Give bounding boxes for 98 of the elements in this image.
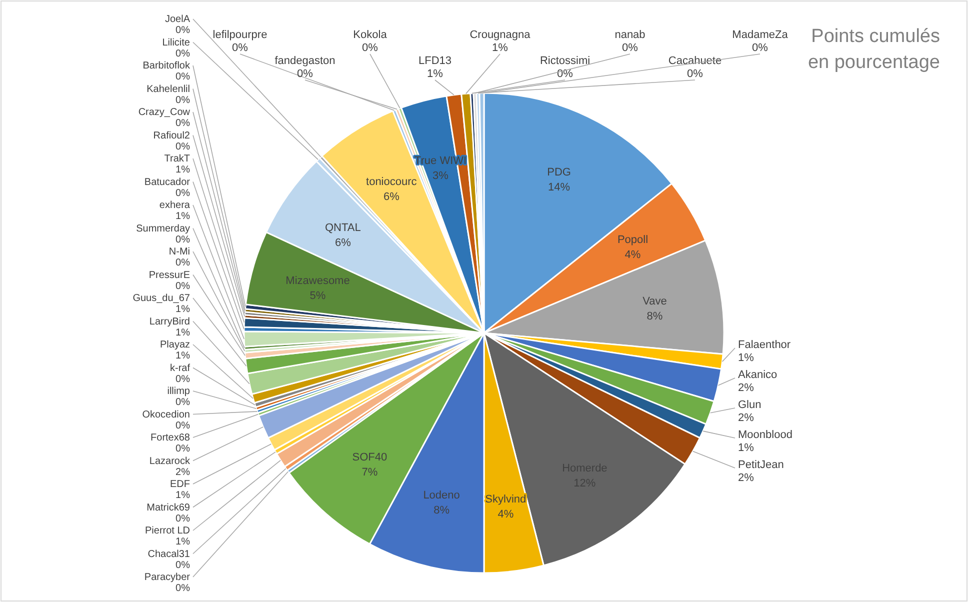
slice-label: k-raf [170,362,190,374]
slice-label: EDF [170,479,190,490]
slice-label: Chacal31 [148,548,190,560]
slice-label: Moonblood [738,429,792,441]
slice-label: Kahelenlil [146,84,190,95]
slice-label: Skylvind [485,493,526,506]
data-label: 0% [176,420,190,432]
slice-label: JoelA [164,14,190,25]
data-label: 0% [176,397,190,408]
slice-label: Matrick69 [146,502,190,514]
slice-label: Paracyber [144,572,191,583]
slice-label: PressurE [148,270,190,281]
slice-label: nanab [614,29,646,41]
data-label: 0% [176,94,190,106]
data-label: 0% [176,583,190,594]
data-label: 1% [176,164,190,176]
data-label: 0% [176,234,190,246]
slice-label: toniocourc [366,176,418,188]
data-label: 0% [176,141,190,152]
data-label: 6% [383,191,400,204]
data-label: 1% [176,327,190,338]
data-label: 1% [738,442,754,454]
slice-label: Crazy_Cow [138,107,191,118]
data-label: 7% [362,466,378,479]
data-label: 1% [427,68,444,80]
data-label: 6% [334,237,352,250]
slice-label: Vave [642,296,667,308]
data-label: 4% [624,249,641,262]
data-label: 1% [176,304,190,315]
slice-label: LarryBird [149,316,190,328]
slice-label: Rictossimi [540,55,590,67]
slice-label: Crougnagna [470,29,532,41]
data-label: 1% [176,490,190,501]
data-label: 2% [176,466,190,478]
slice-label: Lilicite [162,37,190,48]
slice-label: Summerday [136,223,190,234]
data-label: 0% [176,560,190,571]
slice-label: Guus_du_67 [132,293,190,304]
data-label: 3% [432,170,449,182]
slice-label: PetitJean [738,459,784,471]
slice-label: exhera [159,200,190,211]
data-label: 0% [176,188,190,199]
data-label: 0% [297,68,314,80]
slice-label: Lazarock [149,456,191,467]
data-label: 0% [176,258,190,268]
slice-label: Kokola [353,29,388,41]
slice-label: Falaenthor [738,339,791,351]
data-label: 0% [176,72,190,82]
data-label: 0% [176,280,190,292]
slice-label: illimp [167,386,190,397]
data-label: 0% [687,68,704,80]
data-label: 0% [176,25,190,36]
data-label: 1% [176,536,190,548]
data-label: 14% [548,181,570,194]
data-label: 2% [738,412,754,424]
slice-label: MadameZa [732,29,789,41]
slice-label: Akanico [738,369,778,381]
data-label: 1% [176,211,190,222]
slice-label: Barbitoflok [142,60,191,72]
slice-label: Lodeno [423,490,460,502]
slice-label: Batucador [144,176,191,188]
data-label: 0% [176,513,190,524]
slice-label: Rafioul2 [153,130,190,142]
slice-label: Okocedion [142,409,190,420]
data-label: 2% [738,382,754,394]
data-label: 8% [646,310,663,323]
slice-label: Popoll [617,234,648,246]
data-label: 0% [557,68,574,80]
slice-label: TrakT [164,154,190,164]
data-label: 0% [232,42,248,54]
slice-label: Cacahuete [668,55,722,67]
data-label: 0% [176,48,190,60]
slice-label: Pierrot LD [144,526,190,536]
data-label: 8% [434,504,450,517]
slice-label: lefilpourpre [212,29,268,41]
data-label: 0% [752,42,768,54]
data-label: 5% [310,290,326,302]
data-label: 1% [492,42,508,54]
slice-label: QNTAL [325,222,361,234]
data-label: 0% [362,42,378,54]
slice-label: LFD13 [418,55,452,67]
data-label: 0% [176,444,190,454]
data-label: 2% [738,472,754,484]
data-label: 4% [498,508,514,520]
data-label: 1% [738,352,754,364]
slice-label: PDG [547,166,571,178]
data-label: 0% [622,42,638,54]
slice-label: Playaz [160,340,190,350]
data-label: 0% [176,374,190,385]
slice-label: N-Mi [168,246,190,258]
data-label: 0% [176,118,190,129]
data-label: 1% [176,350,190,362]
slice-label: Glun [738,399,762,411]
slice-label: Mizawesome [286,274,350,287]
text: Points cumulés en pourcentage [808,26,940,73]
slice-label: fandegaston [274,55,336,67]
slice-label: Fortex68 [150,432,190,444]
slice-label: SOF40 [352,452,388,464]
